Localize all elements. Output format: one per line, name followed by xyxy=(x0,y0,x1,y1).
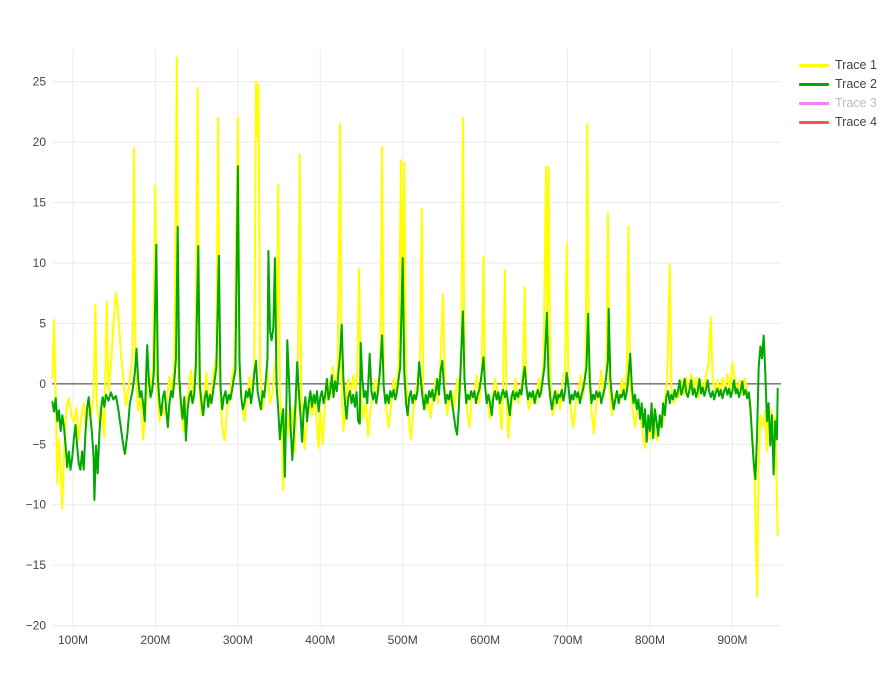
legend-item-trace-1[interactable]: Trace 1 xyxy=(799,56,877,75)
y-tick-label--15: −15 xyxy=(26,558,47,572)
y-tick-label-15: 15 xyxy=(33,196,47,210)
x-tick-label-100M: 100M xyxy=(58,633,88,647)
trace-line-1[interactable] xyxy=(51,56,779,598)
legend-item-trace-2[interactable]: Trace 2 xyxy=(799,75,877,94)
legend: Trace 1 Trace 2 Trace 3 Trace 4 xyxy=(799,56,877,132)
legend-label-trace-4: Trace 4 xyxy=(835,115,877,129)
legend-swatch-trace-1-icon xyxy=(799,64,829,67)
y-tick-label-10: 10 xyxy=(33,256,47,270)
x-tick-label-300M: 300M xyxy=(223,633,253,647)
y-tick-label-5: 5 xyxy=(39,316,46,330)
y-tick-label--10: −10 xyxy=(26,498,47,512)
x-tick-label-600M: 600M xyxy=(470,633,500,647)
legend-label-trace-1: Trace 1 xyxy=(835,58,877,72)
legend-swatch-trace-3-icon xyxy=(799,102,829,105)
legend-item-trace-4[interactable]: Trace 4 xyxy=(799,113,877,132)
y-tick-label--5: −5 xyxy=(32,437,46,451)
legend-swatch-trace-2-icon xyxy=(799,83,829,86)
legend-label-trace-3: Trace 3 xyxy=(835,96,877,110)
legend-label-trace-2: Trace 2 xyxy=(835,77,877,91)
legend-swatch-trace-4-icon xyxy=(799,121,829,124)
x-tick-label-700M: 700M xyxy=(553,633,583,647)
x-tick-label-800M: 800M xyxy=(635,633,665,647)
x-tick-label-900M: 900M xyxy=(717,633,747,647)
y-tick-label-20: 20 xyxy=(33,135,47,149)
trace-line-2[interactable] xyxy=(51,165,779,501)
y-tick-label-0: 0 xyxy=(39,377,46,391)
x-tick-label-400M: 400M xyxy=(305,633,335,647)
y-tick-label--20: −20 xyxy=(26,619,47,633)
x-tick-label-500M: 500M xyxy=(388,633,418,647)
x-tick-label-200M: 200M xyxy=(140,633,170,647)
y-tick-label-25: 25 xyxy=(33,75,47,89)
legend-item-trace-3[interactable]: Trace 3 xyxy=(799,94,877,113)
